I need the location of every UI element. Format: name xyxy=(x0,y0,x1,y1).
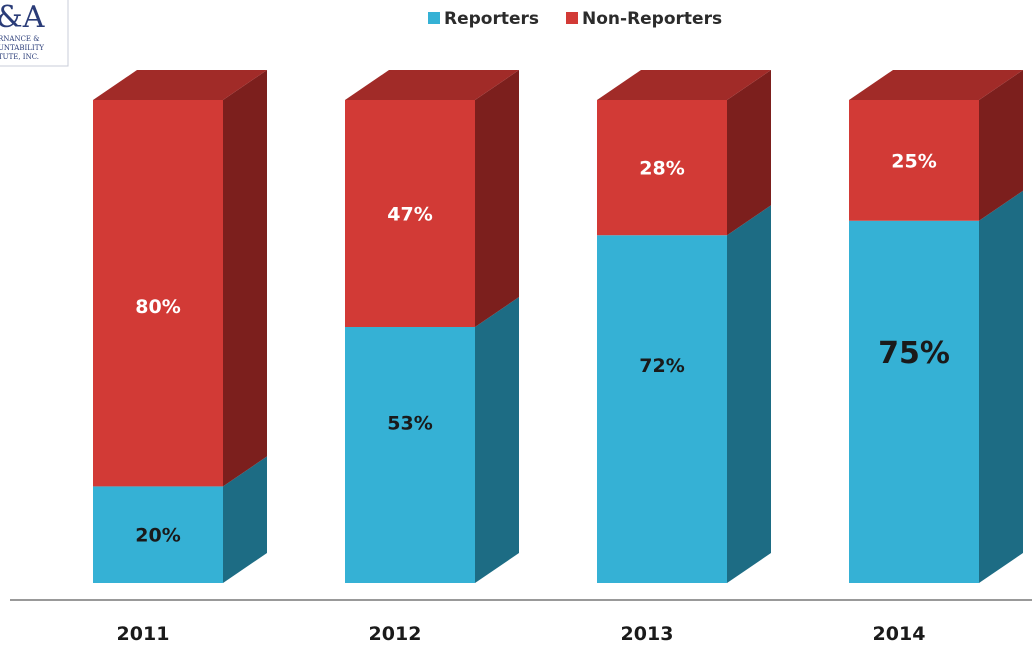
bar-top-2013 xyxy=(597,70,771,100)
bar-top-2014 xyxy=(849,70,1023,100)
bar-nonreporters-side-2013 xyxy=(727,70,771,236)
data-label-reporters-2011: 20% xyxy=(135,525,180,547)
bar-nonreporters-side-2011 xyxy=(223,70,267,487)
data-label-nonreporters-2011: 80% xyxy=(135,296,180,318)
bar-reporters-2014 xyxy=(849,220,979,583)
legend-label-nonreporters: Non-Reporters xyxy=(582,9,722,29)
x-tick-label-2011: 2011 xyxy=(117,623,170,645)
bar-reporters-side-2011 xyxy=(223,456,267,583)
data-label-nonreporters-2012: 47% xyxy=(387,204,432,226)
bar-reporters-side-2014 xyxy=(979,190,1023,583)
bar-nonreporters-2013 xyxy=(597,100,727,236)
bars-group: 20% 80% 53% 47% 72% 28% 75% 25% xyxy=(93,70,1023,584)
data-label-reporters-2012: 53% xyxy=(387,413,432,435)
bar-2013: 72% 28% xyxy=(597,70,771,584)
logo-mark: &A xyxy=(0,0,45,35)
bar-2011: 20% 80% xyxy=(93,70,267,583)
legend-swatch-nonreporters xyxy=(566,12,578,24)
legend-swatch-reporters xyxy=(428,12,440,24)
bar-nonreporters-side-2012 xyxy=(475,70,519,328)
legend: Reporters Non-Reporters xyxy=(428,9,722,29)
bar-nonreporters-side-2014 xyxy=(979,70,1023,221)
logo-line-1: RNANCE & xyxy=(0,35,40,43)
data-label-reporters-2013: 72% xyxy=(639,355,684,377)
bar-2014: 75% 25% xyxy=(849,70,1023,583)
bar-reporters-side-2013 xyxy=(727,205,771,584)
data-label-reporters-2014: 75% xyxy=(878,336,950,371)
bar-reporters-side-2012 xyxy=(475,297,519,583)
data-label-nonreporters-2013: 28% xyxy=(639,158,684,180)
legend-label-reporters: Reporters xyxy=(444,9,539,29)
bar-reporters-2013 xyxy=(597,235,727,584)
bar-reporters-2012 xyxy=(345,327,475,583)
x-tick-labels: 2011 2012 2013 2014 xyxy=(117,623,926,645)
bar-top-2011 xyxy=(93,70,267,100)
x-tick-label-2013: 2013 xyxy=(621,623,674,645)
x-tick-label-2014: 2014 xyxy=(873,623,926,645)
logo-line-2: UNTABILITY xyxy=(0,44,44,52)
logo: &A RNANCE & UNTABILITY TUTE, INC. xyxy=(0,0,69,67)
bar-reporters-2011 xyxy=(93,486,223,583)
logo-line-3: TUTE, INC. xyxy=(0,53,39,61)
data-label-nonreporters-2014: 25% xyxy=(891,150,936,172)
bar-nonreporters-2014 xyxy=(849,100,979,221)
bar-top-2012 xyxy=(345,70,519,100)
bar-nonreporters-2012 xyxy=(345,100,475,328)
x-tick-label-2012: 2012 xyxy=(369,623,422,645)
bar-nonreporters-2011 xyxy=(93,100,223,487)
bar-2012: 53% 47% xyxy=(345,70,519,583)
